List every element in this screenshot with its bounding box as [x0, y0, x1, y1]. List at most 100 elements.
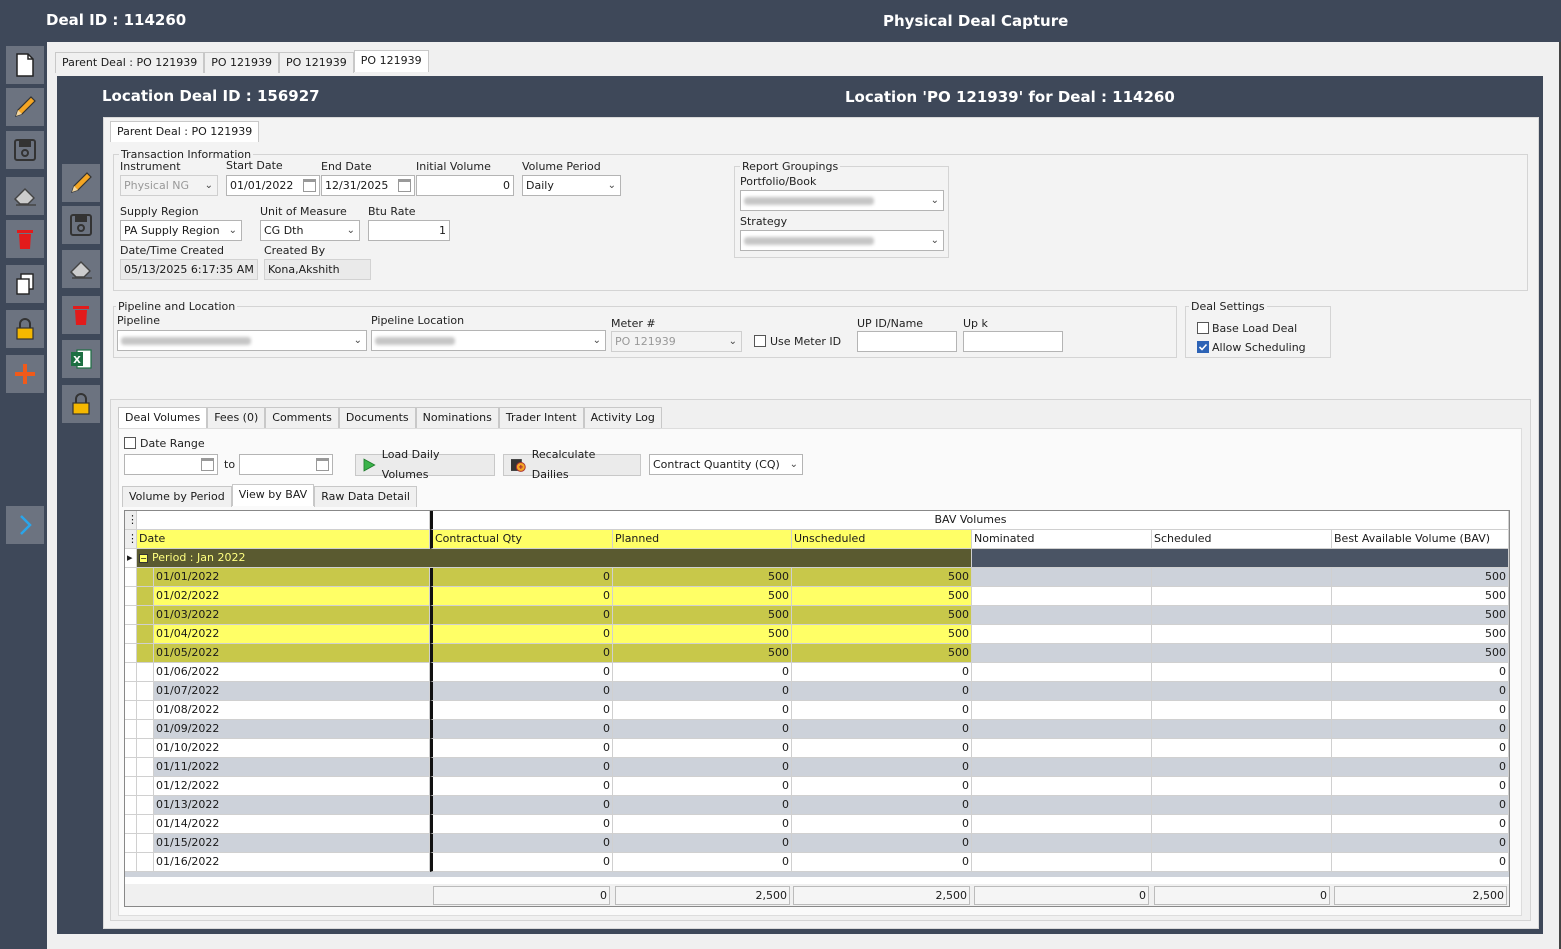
cell-nom[interactable]	[972, 663, 1152, 682]
cell-planned[interactable]: 500	[613, 587, 792, 606]
cell-unsched[interactable]: 0	[792, 663, 972, 682]
bav-volumes-grid[interactable]: ⋮ BAV Volumes ⋮ Date Contractual Qty Pla…	[124, 510, 1510, 907]
start-date-field[interactable]: 01/01/2022	[226, 175, 320, 196]
cell-sched[interactable]	[1152, 606, 1332, 625]
cell-planned[interactable]: 0	[613, 701, 792, 720]
cell-bav[interactable]: 500	[1332, 644, 1509, 663]
cell-bav[interactable]: 500	[1332, 625, 1509, 644]
cell-unsched[interactable]: 500	[792, 644, 972, 663]
lock-icon[interactable]	[6, 310, 44, 348]
row-selector[interactable]	[125, 625, 137, 644]
volume-period-select[interactable]: Daily ⌄	[522, 175, 621, 196]
copy-icon[interactable]	[6, 265, 44, 303]
col-header-bav[interactable]: Best Available Volume (BAV)	[1332, 530, 1509, 549]
cell-unsched[interactable]: 0	[792, 777, 972, 796]
table-row[interactable]: 01/08/2022 0 0 0 0	[125, 701, 1509, 720]
group-row-label[interactable]: − Period : Jan 2022	[137, 549, 972, 568]
table-row[interactable]: 01/10/2022 0 0 0 0	[125, 739, 1509, 758]
base-load-checkbox[interactable]	[1197, 322, 1209, 334]
cell-planned[interactable]: 0	[613, 758, 792, 777]
cell-date[interactable]: 01/02/2022	[154, 587, 430, 606]
cell-planned[interactable]: 0	[613, 796, 792, 815]
cell-nom[interactable]	[972, 720, 1152, 739]
cell-sched[interactable]	[1152, 815, 1332, 834]
cell-bav[interactable]: 500	[1332, 587, 1509, 606]
cell-sched[interactable]	[1152, 568, 1332, 587]
cell-cq[interactable]: 0	[430, 587, 613, 606]
col-header-scheduled[interactable]: Scheduled	[1152, 530, 1332, 549]
row-selector[interactable]	[125, 853, 137, 872]
cell-sched[interactable]	[1152, 777, 1332, 796]
up-k-field[interactable]	[963, 331, 1063, 352]
cell-planned[interactable]: 500	[613, 568, 792, 587]
row-selector[interactable]	[125, 701, 137, 720]
cell-nom[interactable]	[972, 625, 1152, 644]
table-row[interactable]: 01/11/2022 0 0 0 0	[125, 758, 1509, 777]
cell-bav[interactable]: 0	[1332, 701, 1509, 720]
cell-unsched[interactable]: 500	[792, 568, 972, 587]
row-selector[interactable]	[125, 777, 137, 796]
table-row[interactable]: 01/01/2022 0 500 500 500	[125, 568, 1509, 587]
cell-planned[interactable]: 0	[613, 682, 792, 701]
cell-planned[interactable]: 500	[613, 625, 792, 644]
calendar-icon[interactable]	[398, 179, 411, 192]
cell-bav[interactable]: 0	[1332, 739, 1509, 758]
cell-unsched[interactable]: 0	[792, 682, 972, 701]
cell-cq[interactable]: 0	[430, 796, 613, 815]
table-row[interactable]: 01/16/2022 0 0 0 0	[125, 853, 1509, 872]
row-selector[interactable]	[125, 720, 137, 739]
cell-date[interactable]: 01/04/2022	[154, 625, 430, 644]
cell-unsched[interactable]: 0	[792, 720, 972, 739]
cell-date[interactable]: 01/07/2022	[154, 682, 430, 701]
cell-unsched[interactable]: 0	[792, 834, 972, 853]
cell-sched[interactable]	[1152, 834, 1332, 853]
tab-nominations[interactable]: Nominations	[415, 407, 499, 428]
cell-cq[interactable]: 0	[430, 739, 613, 758]
col-header-date[interactable]: Date	[137, 530, 430, 549]
table-row[interactable]: 01/14/2022 0 0 0 0	[125, 815, 1509, 834]
cell-nom[interactable]	[972, 815, 1152, 834]
cell-bav[interactable]: 0	[1332, 777, 1509, 796]
cell-nom[interactable]	[972, 758, 1152, 777]
row-selector[interactable]	[125, 758, 137, 777]
cell-planned[interactable]: 0	[613, 777, 792, 796]
row-selector[interactable]	[125, 663, 137, 682]
tab-view-by-bav[interactable]: View by BAV	[231, 484, 315, 506]
recalculate-dailies-button[interactable]: Recalculate Dailies	[503, 448, 641, 481]
cell-cq[interactable]: 0	[430, 682, 613, 701]
row-selector[interactable]	[125, 606, 137, 625]
cell-nom[interactable]	[972, 587, 1152, 606]
tab-volume-by-period[interactable]: Volume by Period	[122, 486, 232, 507]
cell-date[interactable]: 01/05/2022	[154, 644, 430, 663]
cell-cq[interactable]: 0	[430, 701, 613, 720]
cell-bav[interactable]: 0	[1332, 796, 1509, 815]
tab-location-2[interactable]: PO 121939	[279, 52, 354, 73]
delete-icon[interactable]	[6, 220, 44, 258]
cell-planned[interactable]: 500	[613, 606, 792, 625]
row-selector[interactable]	[125, 815, 137, 834]
cell-unsched[interactable]: 500	[792, 606, 972, 625]
supply-region-select[interactable]: PA Supply Region ⌄	[120, 220, 242, 241]
cell-date[interactable]: 01/16/2022	[154, 853, 430, 872]
portfolio-select[interactable]: ⌄	[740, 190, 944, 211]
cell-bav[interactable]: 500	[1332, 568, 1509, 587]
cell-planned[interactable]: 0	[613, 720, 792, 739]
table-row[interactable]: 01/02/2022 0 500 500 500	[125, 587, 1509, 606]
cell-date[interactable]: 01/11/2022	[154, 758, 430, 777]
cell-cq[interactable]: 0	[430, 663, 613, 682]
eraser-icon[interactable]	[6, 177, 44, 215]
cell-unsched[interactable]: 500	[792, 625, 972, 644]
cell-cq[interactable]: 0	[430, 644, 613, 663]
cell-date[interactable]: 01/13/2022	[154, 796, 430, 815]
cell-sched[interactable]	[1152, 587, 1332, 606]
cell-sched[interactable]	[1152, 644, 1332, 663]
cell-unsched[interactable]: 0	[792, 853, 972, 872]
tab-activity-log[interactable]: Activity Log	[583, 407, 662, 428]
cell-cq[interactable]: 0	[430, 758, 613, 777]
cell-nom[interactable]	[972, 777, 1152, 796]
cell-bav[interactable]: 500	[1332, 606, 1509, 625]
cell-date[interactable]: 01/15/2022	[154, 834, 430, 853]
col-header-nominated[interactable]: Nominated	[972, 530, 1152, 549]
cell-date[interactable]: 01/09/2022	[154, 720, 430, 739]
cell-cq[interactable]: 0	[430, 606, 613, 625]
